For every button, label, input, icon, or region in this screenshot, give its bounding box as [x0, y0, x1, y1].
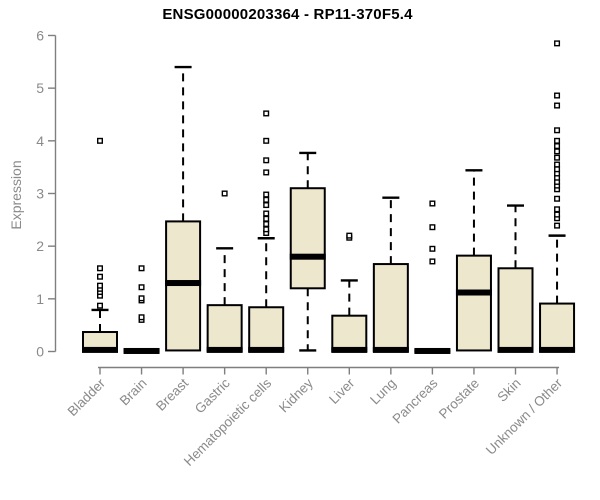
box-unknown-other-outlier-point [554, 211, 561, 218]
box-bladder-median [82, 346, 118, 353]
box-hematopoietic-cells-outlier-point [263, 221, 270, 228]
box-hematopoietic-cells-outlier-point [263, 157, 270, 164]
box-hematopoietic-cells-outlier-point [263, 226, 270, 233]
box-brain-median [123, 347, 160, 354]
box-bladder-outlier-point [96, 273, 103, 280]
box-liver-outlier-point [346, 232, 353, 239]
box-hematopoietic-cells-outlier-point [263, 137, 270, 144]
box-unknown-other-outlier-point [554, 127, 561, 134]
box-brain-outlier-point [138, 284, 145, 291]
box-bladder-outlier-point [96, 282, 103, 289]
y-axis-tick-label: 3 [36, 185, 44, 201]
chart-title: ENSG00000203364 - RP11-370F5.4 [162, 6, 413, 23]
box-unknown-other-outlier-point [554, 222, 561, 229]
box-unknown-other-median [539, 346, 576, 353]
x-axis-category-label: Pancreas [390, 375, 441, 426]
box-unknown-other-outlier-point [554, 40, 561, 47]
box-unknown-other-outlier-point [554, 143, 561, 150]
box-breast-median [165, 280, 202, 287]
box-hematopoietic-cells-outlier-point [263, 210, 270, 217]
x-axis-category-label: Breast [153, 375, 191, 413]
box-hematopoietic-cells [248, 306, 285, 352]
box-unknown-other [539, 302, 576, 352]
box-unknown-other-outlier-point [554, 166, 561, 173]
box-liver-median [331, 346, 368, 353]
x-axis-category-label: Kidney [276, 375, 316, 415]
box-unknown-other-outlier-point [554, 161, 561, 168]
x-axis-category-label: Lung [367, 376, 399, 408]
box-liver [331, 314, 368, 352]
box-skin [497, 267, 534, 352]
box-pancreas-outlier-point [429, 200, 436, 207]
box-prostate-median [455, 289, 492, 296]
box-hematopoietic-cells-outlier-point [263, 202, 270, 209]
x-axis-category-label: Brain [117, 376, 150, 409]
x-axis-category-label: Skin [494, 376, 523, 405]
box-prostate [455, 254, 492, 352]
box-skin-median [497, 346, 534, 353]
box-unknown-other-outlier-point [554, 206, 561, 213]
box-gastric-outlier-point [221, 190, 228, 197]
box-hematopoietic-cells-outlier-point [263, 215, 270, 222]
box-unknown-other-outlier-point [554, 102, 561, 109]
x-axis-category-label: Liver [326, 375, 358, 407]
box-hematopoietic-cells-outlier-point [263, 169, 270, 176]
box-pancreas-median [414, 347, 451, 354]
box-unknown-other-outlier-point [554, 92, 561, 99]
y-axis-tick-label: 5 [36, 80, 44, 96]
box-pancreas-outlier-point [429, 258, 436, 265]
box-hematopoietic-cells-outlier-point [263, 196, 270, 203]
box-unknown-other-outlier-point [554, 137, 561, 144]
box-gastric-median [206, 346, 243, 353]
x-axis-category-label: Unknown / Other [483, 375, 566, 458]
box-brain-outlier-point [138, 314, 145, 321]
box-unknown-other-outlier-point [554, 195, 561, 202]
box-hematopoietic-cells-outlier-point [263, 110, 270, 117]
box-lung-median [372, 346, 409, 353]
box-pancreas-outlier-point [429, 224, 436, 231]
y-axis-tick-label: 6 [36, 27, 44, 43]
box-bladder-outlier-point [96, 302, 103, 309]
y-axis-tick-label: 2 [36, 238, 44, 254]
box-unknown-other-outlier-point [554, 154, 561, 161]
y-axis-tick-label: 4 [36, 133, 44, 149]
box-pancreas-outlier-point [429, 245, 436, 252]
box-bladder-outlier-point [96, 265, 103, 272]
box-gastric [206, 304, 243, 352]
box-hematopoietic-cells-median [248, 346, 285, 353]
box-kidney-median [289, 253, 326, 260]
y-axis-tick-label: 0 [36, 344, 44, 360]
box-hematopoietic-cells-outlier-point [263, 191, 270, 198]
x-axis-category-label: Bladder [65, 375, 109, 419]
x-axis-category-label: Gastric [192, 375, 233, 416]
box-brain-outlier-point [138, 295, 145, 302]
x-axis-category-label: Prostate [436, 376, 482, 422]
y-axis-tick-label: 1 [36, 291, 44, 307]
box-unknown-other-outlier-point [554, 148, 561, 155]
box-brain-outlier-point [138, 265, 145, 272]
box-lung [372, 263, 409, 352]
box-bladder-outlier-point [96, 137, 103, 144]
box-kidney [289, 187, 326, 290]
